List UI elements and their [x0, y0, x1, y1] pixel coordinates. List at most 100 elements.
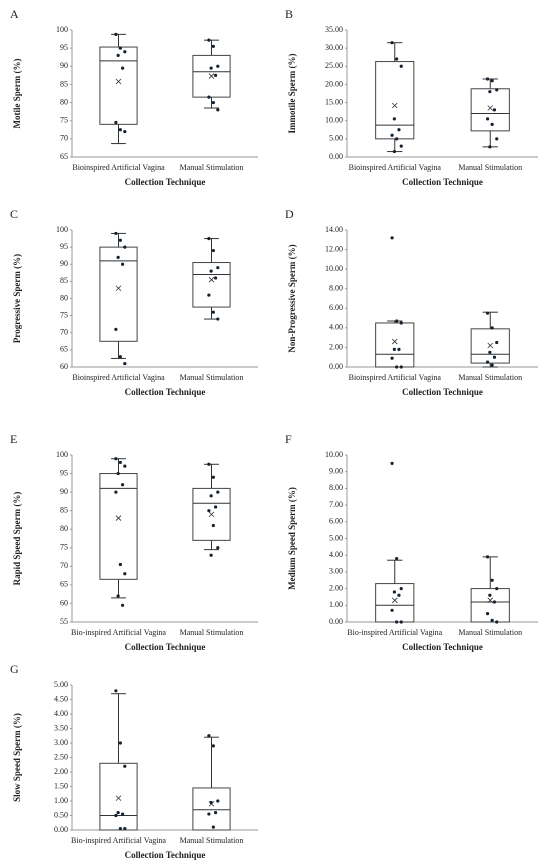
point [216, 317, 220, 321]
y-tick-label: 100 [56, 225, 68, 234]
y-axis-label: Rapid Speed Sperm (%) [12, 492, 22, 586]
x-axis-label: Collection Technique [125, 387, 206, 397]
mean-marker [391, 338, 398, 345]
box [470, 588, 510, 623]
box [192, 262, 231, 308]
panel-label: A [10, 7, 19, 21]
point [209, 269, 213, 273]
y-tick-label: 1.50 [54, 781, 68, 790]
y-tick-label: 3.00 [329, 567, 343, 576]
point [390, 461, 394, 465]
y-tick-label: 2.00 [329, 583, 343, 592]
point [399, 620, 403, 624]
point [207, 509, 211, 513]
x-tick-label: Bio-inspired Artificial Vagina [71, 836, 166, 845]
point [395, 620, 399, 624]
point [123, 245, 127, 249]
y-tick-label: 12.00 [325, 244, 343, 253]
x-axis-label: Collection Technique [125, 850, 206, 860]
panel-label: C [10, 207, 18, 221]
y-tick-label: 70 [60, 561, 68, 570]
point [211, 310, 215, 314]
point [120, 812, 125, 816]
point [207, 734, 211, 738]
panel-label: E [10, 432, 17, 446]
point [116, 255, 120, 259]
y-axis-label: Immotile Sperm (%) [287, 54, 297, 134]
point [392, 117, 396, 121]
point [213, 276, 218, 280]
point [211, 744, 215, 748]
mean-marker [208, 511, 215, 518]
mean-marker [487, 597, 494, 604]
y-tick-label: 5.00 [329, 134, 343, 143]
point [116, 471, 120, 476]
panel-label: D [285, 207, 294, 221]
y-tick-label: 60 [60, 362, 68, 371]
x-tick-label: Manual Stimulation [458, 163, 522, 172]
point [207, 95, 211, 99]
point [123, 361, 127, 366]
point [399, 365, 403, 369]
y-tick-label: 95 [60, 43, 68, 52]
y-tick-label: 2.50 [54, 752, 68, 761]
point [495, 587, 499, 591]
point [488, 593, 492, 597]
point [120, 603, 125, 607]
y-tick-label: 0.00 [329, 617, 343, 626]
x-tick-label: Bioinspired Artificial Vagina [349, 373, 442, 382]
y-tick-label: 70 [60, 328, 68, 337]
y-tick-label: 60 [60, 598, 68, 607]
point [216, 108, 220, 112]
y-tick-label: 3.00 [54, 738, 68, 747]
point [390, 608, 394, 612]
point [118, 46, 122, 50]
point [490, 578, 494, 582]
point [488, 90, 492, 94]
y-tick-label: 14.00 [325, 225, 343, 234]
point [211, 523, 215, 528]
point [392, 347, 396, 351]
y-tick-label: 90 [60, 259, 68, 268]
box [375, 583, 415, 623]
x-tick-label: Manual Stimulation [180, 163, 244, 172]
y-tick-label: 80 [60, 524, 68, 533]
point [399, 144, 403, 148]
point [120, 66, 125, 70]
y-tick-label: 4.00 [329, 323, 343, 332]
mean-marker [115, 285, 122, 292]
y-tick-label: 7.00 [329, 500, 343, 509]
y-tick-label: 80 [60, 97, 68, 106]
x-tick-label: Bioinspired Artificial Vagina [349, 163, 442, 172]
point [118, 355, 122, 359]
point [392, 149, 396, 154]
y-tick-label: 6.00 [329, 303, 343, 312]
point [485, 360, 490, 364]
y-tick-label: 10.00 [325, 264, 343, 273]
y-tick-label: 0.50 [54, 810, 68, 819]
y-tick-label: 10.00 [325, 450, 343, 459]
y-tick-label: 6.00 [329, 517, 343, 526]
point [114, 32, 118, 36]
point [123, 764, 127, 768]
box [99, 246, 138, 342]
point [209, 494, 213, 498]
point [485, 117, 490, 121]
y-tick-label: 20.00 [325, 79, 343, 88]
point [114, 689, 118, 693]
box [99, 473, 138, 580]
y-tick-label: 35.00 [325, 25, 343, 34]
y-axis-label: Slow Speed Sperm (%) [12, 713, 22, 802]
point [488, 350, 492, 354]
point [490, 79, 494, 83]
y-tick-label: 95 [60, 468, 68, 477]
point [395, 137, 399, 141]
y-tick-label: 90 [60, 487, 68, 496]
point [211, 475, 215, 479]
point [213, 505, 218, 509]
point [118, 128, 122, 132]
point [495, 340, 499, 345]
point [492, 108, 497, 112]
mean-marker [115, 78, 122, 85]
panel-label: F [285, 432, 292, 446]
